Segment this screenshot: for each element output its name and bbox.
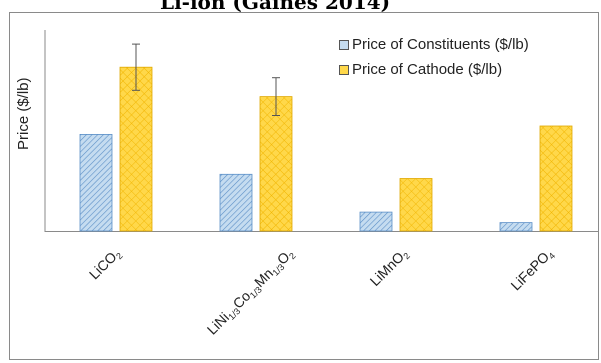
bar-cathode-3 [539, 125, 573, 232]
chart-title: Li-ion (Gaines 2014) [160, 0, 391, 12]
bar-constituents-1 [219, 173, 253, 232]
bar-constituents-2 [359, 211, 393, 232]
bar-cathode-0 [119, 66, 153, 232]
y-axis-label: Price ($/lb) [15, 77, 32, 150]
legend-label-constituents: Price of Constituents ($/lb) [352, 36, 529, 53]
bar-constituents-0 [79, 133, 113, 232]
legend-swatch-cathode [339, 65, 349, 75]
chart-title-clipped: Li-ion (Gaines 2014) [0, 0, 440, 12]
bar-cathode-1 [259, 96, 293, 232]
error-bar-0 [132, 43, 140, 91]
bar-constituents-3 [499, 222, 533, 232]
error-bar-1 [272, 77, 280, 116]
legend-label-cathode: Price of Cathode ($/lb) [352, 61, 503, 78]
bar-cathode-2 [399, 178, 433, 232]
legend-swatch-constituents [339, 40, 349, 50]
